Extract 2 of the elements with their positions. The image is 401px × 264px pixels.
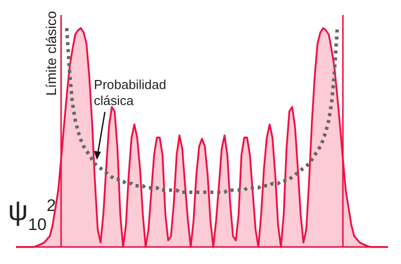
- annotation: Límite clásico: [43, 10, 60, 96]
- annotation: Probabilidad clásica: [94, 76, 166, 108]
